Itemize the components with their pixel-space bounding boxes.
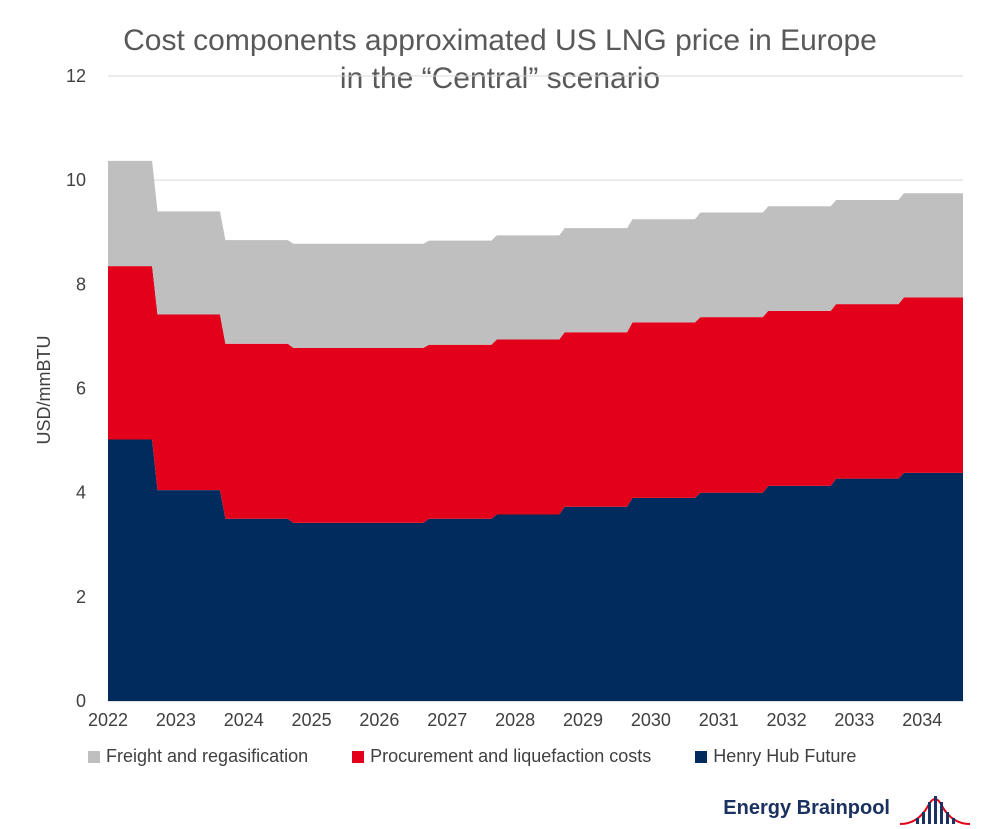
legend-label-henry-hub: Henry Hub Future <box>713 746 857 766</box>
legend-label-procurement: Procurement and liquefaction costs <box>370 746 652 766</box>
bar-signal-icon <box>899 796 971 825</box>
chart-title-line-2: in the “Central” scenario <box>339 62 661 95</box>
x-tick-label-2023: 2023 <box>156 710 196 730</box>
x-tick-label-2028: 2028 <box>495 710 535 730</box>
y-tick-label-8: 8 <box>76 274 86 294</box>
area-henry-hub-future <box>108 439 963 701</box>
y-tick-label-10: 10 <box>66 170 86 190</box>
legend-swatch-procurement <box>352 750 365 763</box>
x-tick-label-2032: 2032 <box>767 710 807 730</box>
y-axis-ticks: 0 2 4 6 8 10 12 <box>66 66 86 711</box>
y-tick-label-6: 6 <box>76 379 86 399</box>
y-tick-label-4: 4 <box>76 483 86 503</box>
legend-item-procurement: Procurement and liquefaction costs <box>352 746 651 767</box>
legend-item-henry-hub: Henry Hub Future <box>695 746 856 767</box>
legend: Freight and regasification Procurement a… <box>88 746 856 767</box>
x-axis-ticks: 2022 2023 2024 2025 2026 2027 2028 2029 2030 2031… <box>88 710 942 730</box>
x-tick-label-2030: 2030 <box>631 710 671 730</box>
legend-swatch-henry-hub <box>695 750 708 763</box>
chart-title-line-1: Cost components approximated US LNG pric… <box>123 24 877 57</box>
brand-name: Energy Brainpool <box>723 796 890 819</box>
x-tick-label-2031: 2031 <box>699 710 739 730</box>
legend-swatch-freight <box>88 750 100 763</box>
x-tick-label-2026: 2026 <box>359 710 399 730</box>
x-tick-label-2022: 2022 <box>88 710 128 730</box>
x-tick-label-2034: 2034 <box>902 710 942 730</box>
legend-label-freight: Freight and regasification <box>106 746 309 766</box>
x-tick-label-2024: 2024 <box>224 710 264 730</box>
area-freight-and-regasification <box>108 160 963 348</box>
x-tick-label-2025: 2025 <box>292 710 332 730</box>
x-tick-label-2027: 2027 <box>427 710 467 730</box>
y-tick-label-12: 12 <box>66 66 86 86</box>
area-procurement-and-liquefaction-costs <box>108 266 963 523</box>
y-tick-label-0: 0 <box>76 691 86 711</box>
x-tick-label-2029: 2029 <box>563 710 603 730</box>
x-tick-label-2033: 2033 <box>834 710 874 730</box>
y-tick-label-2: 2 <box>76 587 86 607</box>
y-axis-title: USD/mmBTU <box>34 336 54 445</box>
legend-item-freight: Freight and regasification <box>88 746 308 767</box>
chart-title: Cost components approximated US LNG pric… <box>60 22 940 98</box>
stacked-areas <box>108 160 963 701</box>
brand-logo: Energy Brainpool <box>723 790 972 826</box>
